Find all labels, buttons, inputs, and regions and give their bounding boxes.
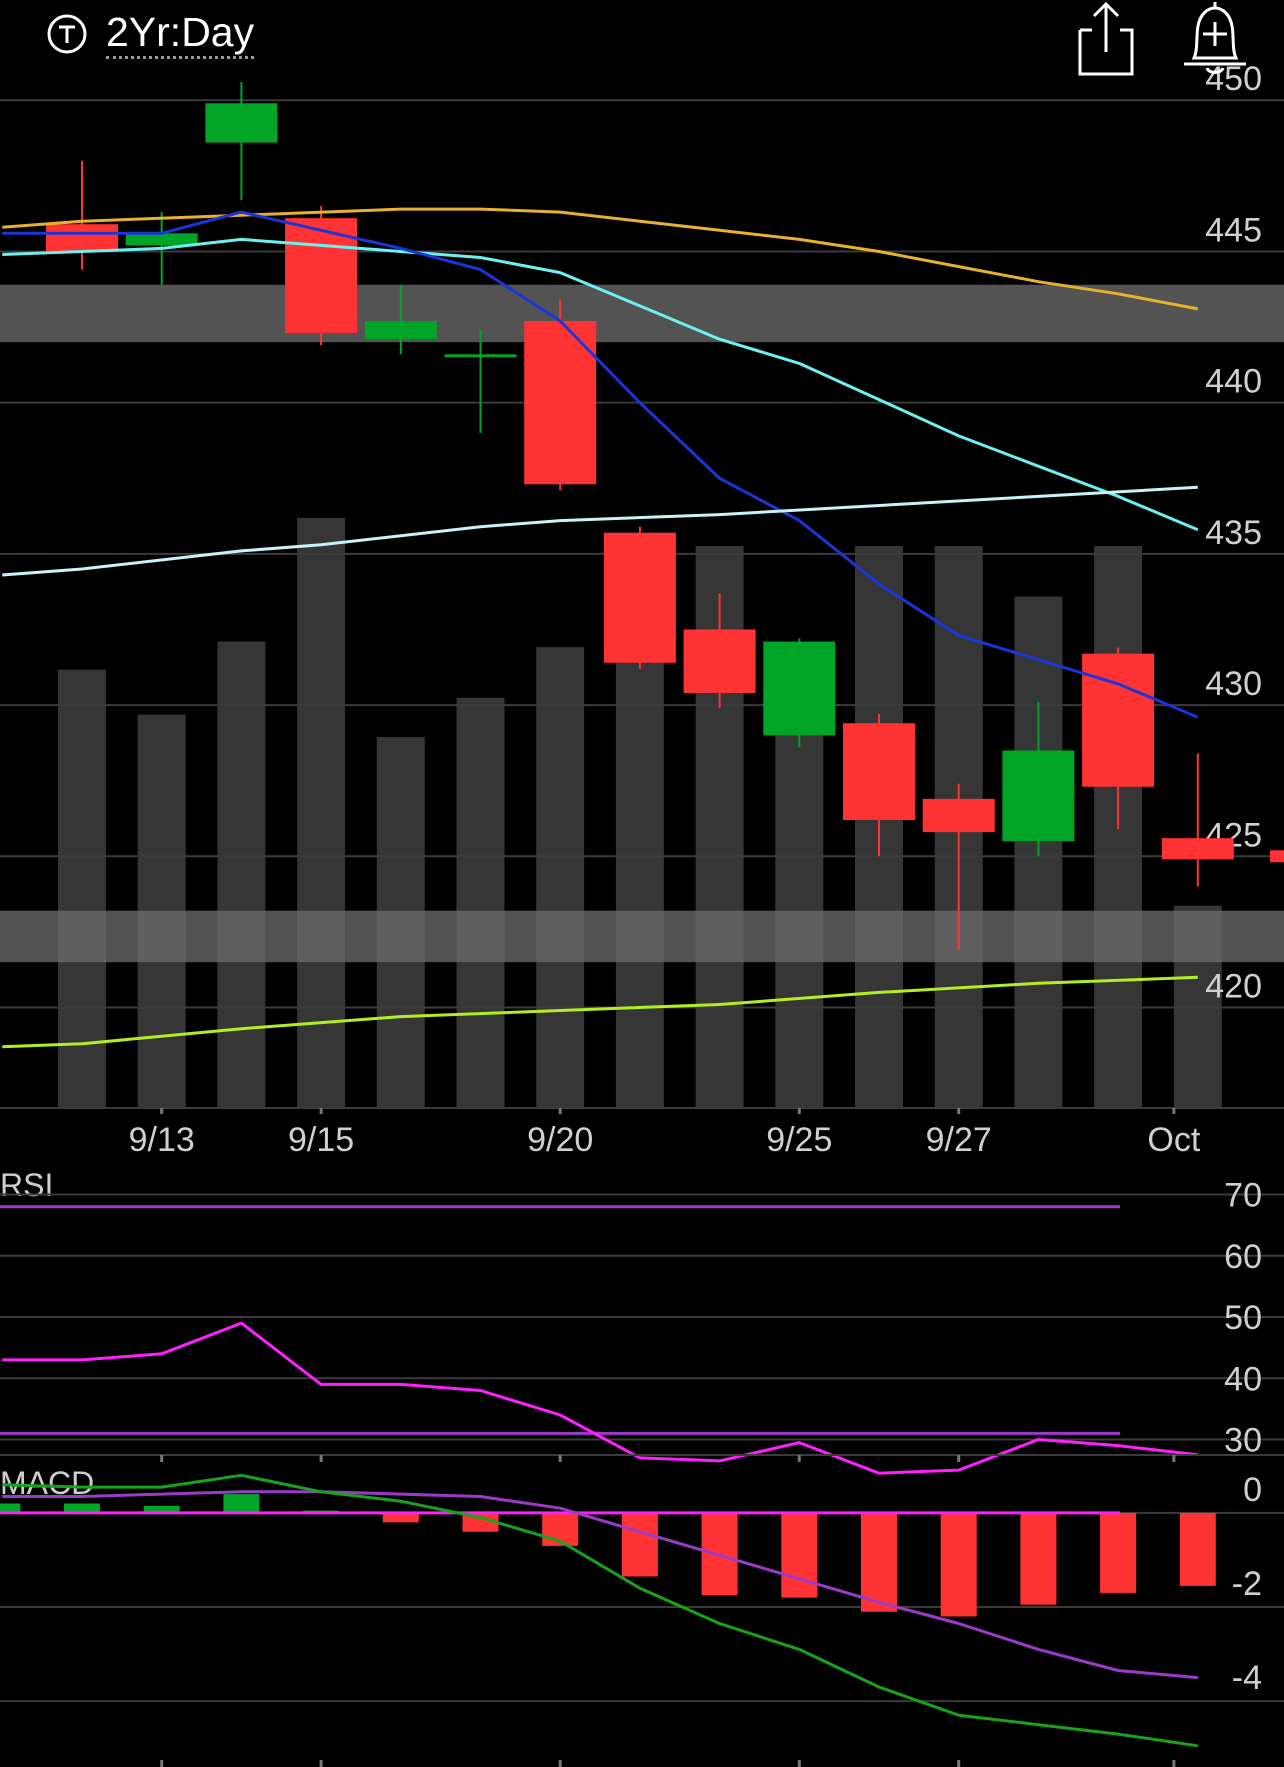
candle-body [1082,653,1155,787]
candle-body [922,798,995,833]
candle-body [444,354,517,358]
macd-histogram-bar [382,1512,419,1523]
share-icon[interactable] [1076,0,1136,76]
macd-tick-label: 0 [1243,1471,1262,1509]
macd-histogram-bar [1100,1512,1137,1593]
top-bar: 2Yr:Day [0,0,1284,80]
timeframe-selector[interactable]: 2Yr:Day [106,8,255,59]
candle-body [285,218,358,334]
moving-average-line [2,210,1199,719]
price-tick-label: 440 [1205,363,1262,401]
moving-average-line [2,975,1198,1049]
x-tick-label: 9/25 [766,1121,832,1159]
volume-bar [58,669,106,1108]
t-circle-icon[interactable] [47,14,87,54]
candle-body [683,629,756,693]
macd-histogram-bar [1020,1512,1057,1605]
macd-line [2,1473,1199,1748]
candle-body [843,723,915,821]
macd-histogram-bar [940,1512,977,1617]
rsi-tick-label: 70 [1224,1177,1262,1215]
volume-bar [456,697,505,1108]
x-tick-label: 9/20 [527,1121,593,1159]
rsi-tick-label: 40 [1224,1360,1262,1398]
last-price-marker [1270,850,1284,863]
x-tick-label: 9/27 [926,1121,992,1159]
candle-body [46,224,118,252]
macd-tick-label: -2 [1232,1565,1262,1603]
volume-bar [297,517,346,1108]
macd-histogram-bar [781,1512,818,1598]
candle-body [205,103,278,143]
macd-signal-line [2,1490,1198,1680]
volume-bar [536,647,585,1108]
macd-histogram-bar [861,1512,897,1612]
price-tick-label: 420 [1205,968,1262,1006]
candle-body [1161,838,1234,860]
price-tick-label: 450 [1205,60,1262,98]
macd-histogram-bar [621,1512,658,1577]
candle-body [603,532,676,663]
price-tick-label: 445 [1205,211,1262,249]
moving-average-line [2,207,1199,311]
support-resistance-zone [0,284,1284,343]
macd-histogram-bar [0,1503,21,1513]
macd-histogram-bar [1179,1512,1216,1586]
rsi-line [2,1321,1198,1475]
macd-histogram-bar [143,1505,180,1513]
price-tick-label: 435 [1205,514,1262,552]
bell-plus-icon[interactable] [1180,0,1250,76]
moving-average-line [2,237,1199,532]
rsi-title: RSI [0,1167,53,1203]
x-tick-label: Oct [1147,1121,1200,1159]
candle-body [763,641,836,736]
macd-histogram-bar [223,1494,260,1513]
x-tick-label: 9/15 [288,1121,354,1159]
candle-body [125,233,198,246]
candle-body [364,321,437,340]
rsi-tick-label: 30 [1224,1422,1262,1460]
x-tick-label: 9/13 [129,1121,195,1159]
volume-bar [775,692,824,1108]
candle-body [524,321,597,485]
support-resistance-zone [0,910,1284,963]
volume-bar [217,641,266,1108]
candle-body [1002,750,1075,842]
macd-tick-label: -4 [1232,1659,1262,1697]
rsi-tick-label: 60 [1224,1238,1262,1276]
macd-histogram-bar [462,1512,499,1532]
price-tick-label: 430 [1205,665,1262,703]
macd-histogram-bar [64,1503,100,1513]
rsi-tick-label: 50 [1224,1299,1262,1337]
moving-average-line [2,485,1198,577]
